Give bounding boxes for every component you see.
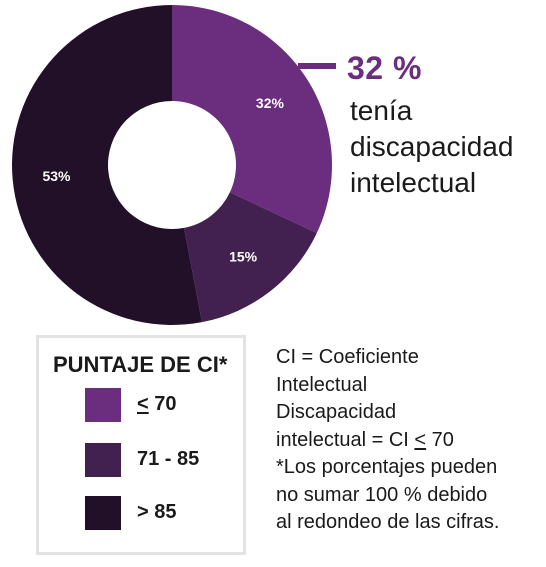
slice-gt85-label: 53% [42,168,71,184]
note-line-6: no sumar 100 % debido [276,483,488,506]
legend-label-gt85: > 85 [137,501,177,523]
note-line-4-suffix: 70 [426,428,454,451]
donut-chart: 32% 15% 53% [11,5,333,325]
note-line-1: CI = Coeficiente [276,346,419,368]
note-line-4-symbol: < [414,428,427,451]
legend: PUNTAJE DE CI* < 70 71 - 85 > 85 [36,335,246,555]
callout-text: tenía discapacidad intelectual [350,93,546,201]
legend-label-lt70: < 70 [137,393,177,416]
callout-line-2: discapacidad [350,131,514,162]
legend-lt70-value: 70 [148,393,177,415]
slice-lt70-label: 32% [256,95,285,111]
slice-gt85 [11,5,202,325]
slice-71-85 [183,192,317,323]
notes: CI = Coeficiente Intelectual Discapacida… [276,344,544,537]
callout-line-1: tenía [350,95,413,126]
legend-title: PUNTAJE DE CI* [53,352,228,377]
callout-line-3: intelectual [350,167,477,198]
note-line-3: Discapacidad [276,401,397,423]
legend-swatch-gt85 [85,496,121,530]
legend-lte-symbol: < [137,393,149,415]
legend-swatch-71-85 [85,443,121,477]
note-line-4-prefix: intelectual = CI [276,428,415,451]
slice-lt70 [172,5,333,234]
note-line-2: Intelectual [276,373,368,396]
legend-swatch-lt70 [85,388,121,422]
note-line-4: intelectual = CI < 70 [276,427,544,455]
callout-percent: 32 % [347,50,422,86]
slice-71-85-label: 15% [229,249,258,265]
note-line-7: al redondeo de las cifras. [276,511,500,533]
legend-label-71-85: 71 - 85 [137,448,200,470]
note-line-5: *Los porcentajes pueden [276,456,498,478]
callout-line [298,63,336,69]
